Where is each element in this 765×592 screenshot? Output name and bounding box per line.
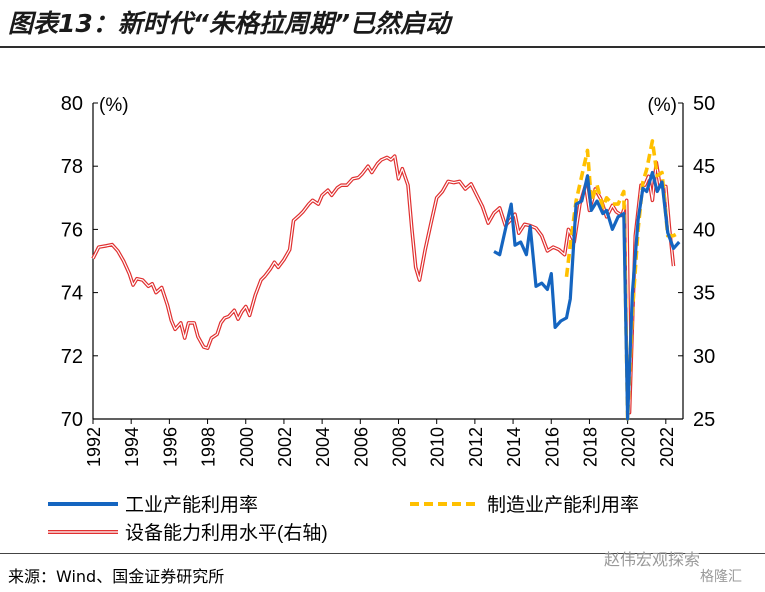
x-tick-label: 2004 xyxy=(313,427,333,467)
x-tick-label: 1992 xyxy=(84,427,104,467)
x-tick-label: 2016 xyxy=(542,427,562,467)
right-tick-label: 45 xyxy=(693,156,715,178)
x-tick-label: 2002 xyxy=(275,427,295,467)
chart-title: 图表13：新时代“朱格拉周期”已然启动 xyxy=(8,9,450,38)
x-tick-label: 2020 xyxy=(619,427,639,467)
x-tick-label: 2012 xyxy=(466,427,486,467)
right-tick-label: 25 xyxy=(693,409,715,431)
right-tick-label: 30 xyxy=(693,346,715,368)
chart-plot-area xyxy=(91,139,681,421)
right-tick-label: 35 xyxy=(693,283,715,305)
legend-label-equipment: 设备能力利用水平(右轴) xyxy=(125,522,328,544)
x-tick-label: 2000 xyxy=(237,427,257,467)
legend-label-manufacturing: 制造业产能利用率 xyxy=(487,494,639,516)
x-tick-label: 2014 xyxy=(504,427,524,467)
series-industrial xyxy=(493,170,681,421)
left-tick-label: 70 xyxy=(61,409,83,431)
x-tick-label: 2008 xyxy=(390,427,410,467)
left-tick-label: 72 xyxy=(61,346,83,368)
x-tick-label: 1998 xyxy=(199,427,219,467)
x-tick-label: 2006 xyxy=(351,427,371,467)
chart-axes: 80 78 76 74 72 70 50 45 40 35 30 25 (%) (%) 1992 1994 19… xyxy=(61,93,716,467)
line-chart: 80 78 76 74 72 70 50 45 40 35 30 25 (%) (%) 1992 1994 19… xyxy=(48,93,716,544)
title-divider xyxy=(0,46,765,48)
series-manufacturing xyxy=(564,139,681,421)
x-tick-label: 2010 xyxy=(428,427,448,467)
right-axis-unit: (%) xyxy=(647,95,677,116)
right-tick-label: 50 xyxy=(693,93,715,115)
right-tick-label: 40 xyxy=(693,219,715,241)
watermark-logo-text: 格隆汇 xyxy=(700,569,742,585)
source-note: 来源：Wind、国金证券研究所 xyxy=(8,567,225,586)
left-tick-label: 80 xyxy=(61,93,83,115)
left-tick-label: 76 xyxy=(61,219,83,241)
x-tick-label: 1994 xyxy=(122,427,142,467)
x-tick-label: 2018 xyxy=(580,427,600,467)
left-axis-unit: (%) xyxy=(99,95,129,116)
x-tick-label: 1996 xyxy=(160,427,180,467)
left-tick-label: 78 xyxy=(61,156,83,178)
series-equipment-inner xyxy=(92,155,675,414)
left-tick-label: 74 xyxy=(61,283,83,305)
watermark-text: 赵伟宏观探索 xyxy=(604,550,701,569)
legend-label-industrial: 工业产能利用率 xyxy=(125,494,258,516)
footer-divider xyxy=(0,553,765,554)
x-tick-label: 2022 xyxy=(657,427,677,467)
